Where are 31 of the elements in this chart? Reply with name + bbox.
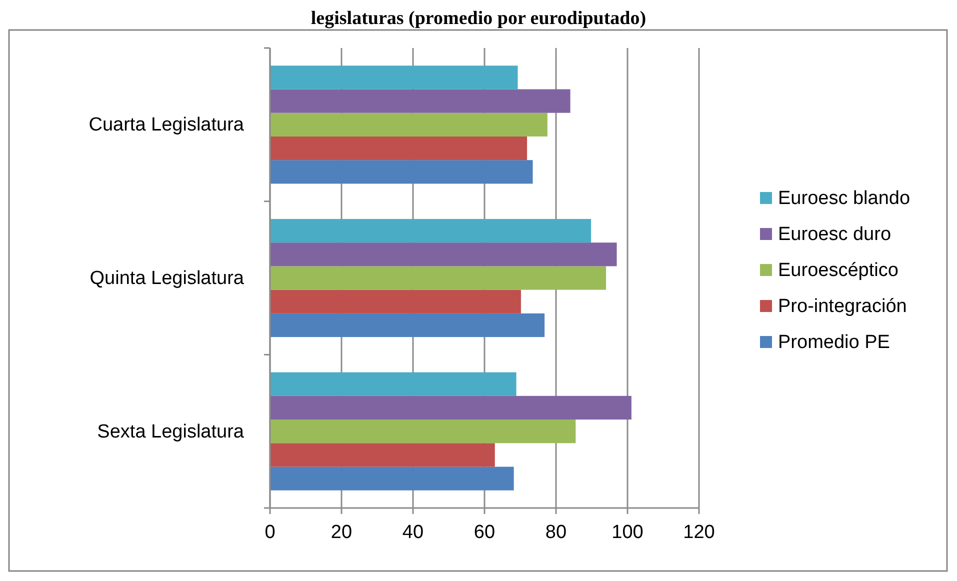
x-tick-label: 80 [545, 522, 567, 543]
legend-label: Euroesc blando [778, 188, 910, 209]
bar [270, 290, 521, 314]
x-tick-label: 0 [264, 522, 276, 543]
legend-label: Pro-integración [778, 296, 907, 317]
bar [270, 218, 592, 243]
x-tick-label: 40 [402, 522, 424, 543]
bar [270, 160, 533, 184]
bar [270, 372, 516, 396]
x-tick-label: 60 [474, 522, 496, 543]
y-tick-label: Quinta Legislatura [90, 268, 244, 289]
y-tick-label: Cuarta Legislatura [88, 114, 244, 136]
bar [270, 420, 576, 444]
x-tick-label: 100 [612, 522, 644, 543]
bar [270, 136, 528, 160]
y-tick-label: Sexta Legislatura [97, 421, 244, 442]
bar [270, 313, 545, 338]
x-tick-label: 20 [330, 522, 352, 543]
legend-label: Euroesc duro [778, 224, 892, 245]
bar [270, 242, 617, 266]
bar [270, 466, 514, 490]
bar [270, 112, 548, 136]
bar [270, 443, 495, 467]
bar [270, 396, 632, 420]
bar [270, 89, 570, 113]
legend-label: Promedio PE [778, 332, 890, 353]
bar [270, 66, 518, 90]
bar [270, 266, 606, 290]
legend-label: Euroescéptico [778, 260, 898, 281]
x-tick-label: 120 [683, 522, 715, 543]
chart-title: legislaturas (promedio por eurodiputado) [310, 8, 646, 29]
